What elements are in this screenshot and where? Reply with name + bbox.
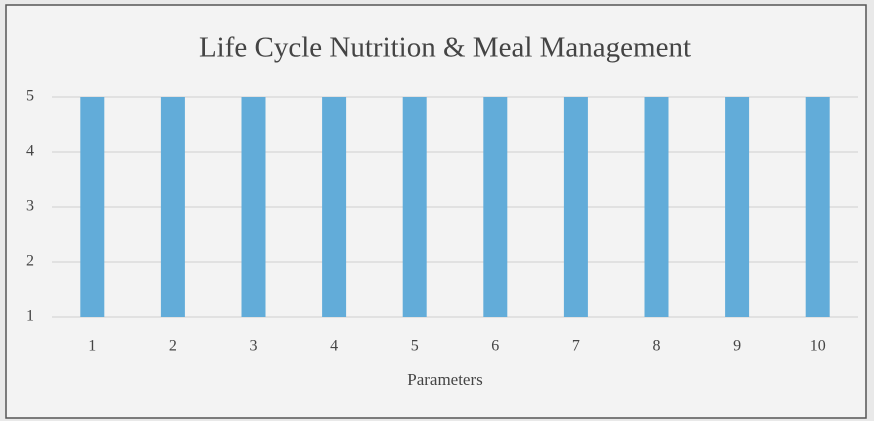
bar [644,97,669,317]
bar [805,97,830,317]
x-axis-label: Parameters [407,370,483,389]
x-tick-label: 1 [88,338,96,355]
chart-title: Life Cycle Nutrition & Meal Management [199,32,691,64]
bar [725,97,750,317]
x-tick-label: 6 [491,338,499,355]
y-tick-label: 2 [26,253,34,270]
x-tick-label: 10 [810,338,826,355]
chart-frame [5,4,867,419]
y-tick-label: 3 [26,198,34,215]
bar [402,97,427,317]
x-tick-label: 9 [733,338,741,355]
x-tick-label: 2 [169,338,177,355]
y-tick-label: 1 [26,308,34,325]
bar [322,97,347,317]
x-tick-label: 3 [250,338,258,355]
bar [563,97,588,317]
bar [160,97,185,317]
bar [80,97,105,317]
bar [241,97,266,317]
bar [483,97,508,317]
x-tick-label: 7 [572,338,580,355]
y-tick-label: 5 [26,88,34,105]
x-tick-label: 5 [411,338,419,355]
x-tick-label: 8 [653,338,661,355]
y-tick-label: 4 [26,143,34,160]
x-tick-label: 4 [330,338,338,355]
